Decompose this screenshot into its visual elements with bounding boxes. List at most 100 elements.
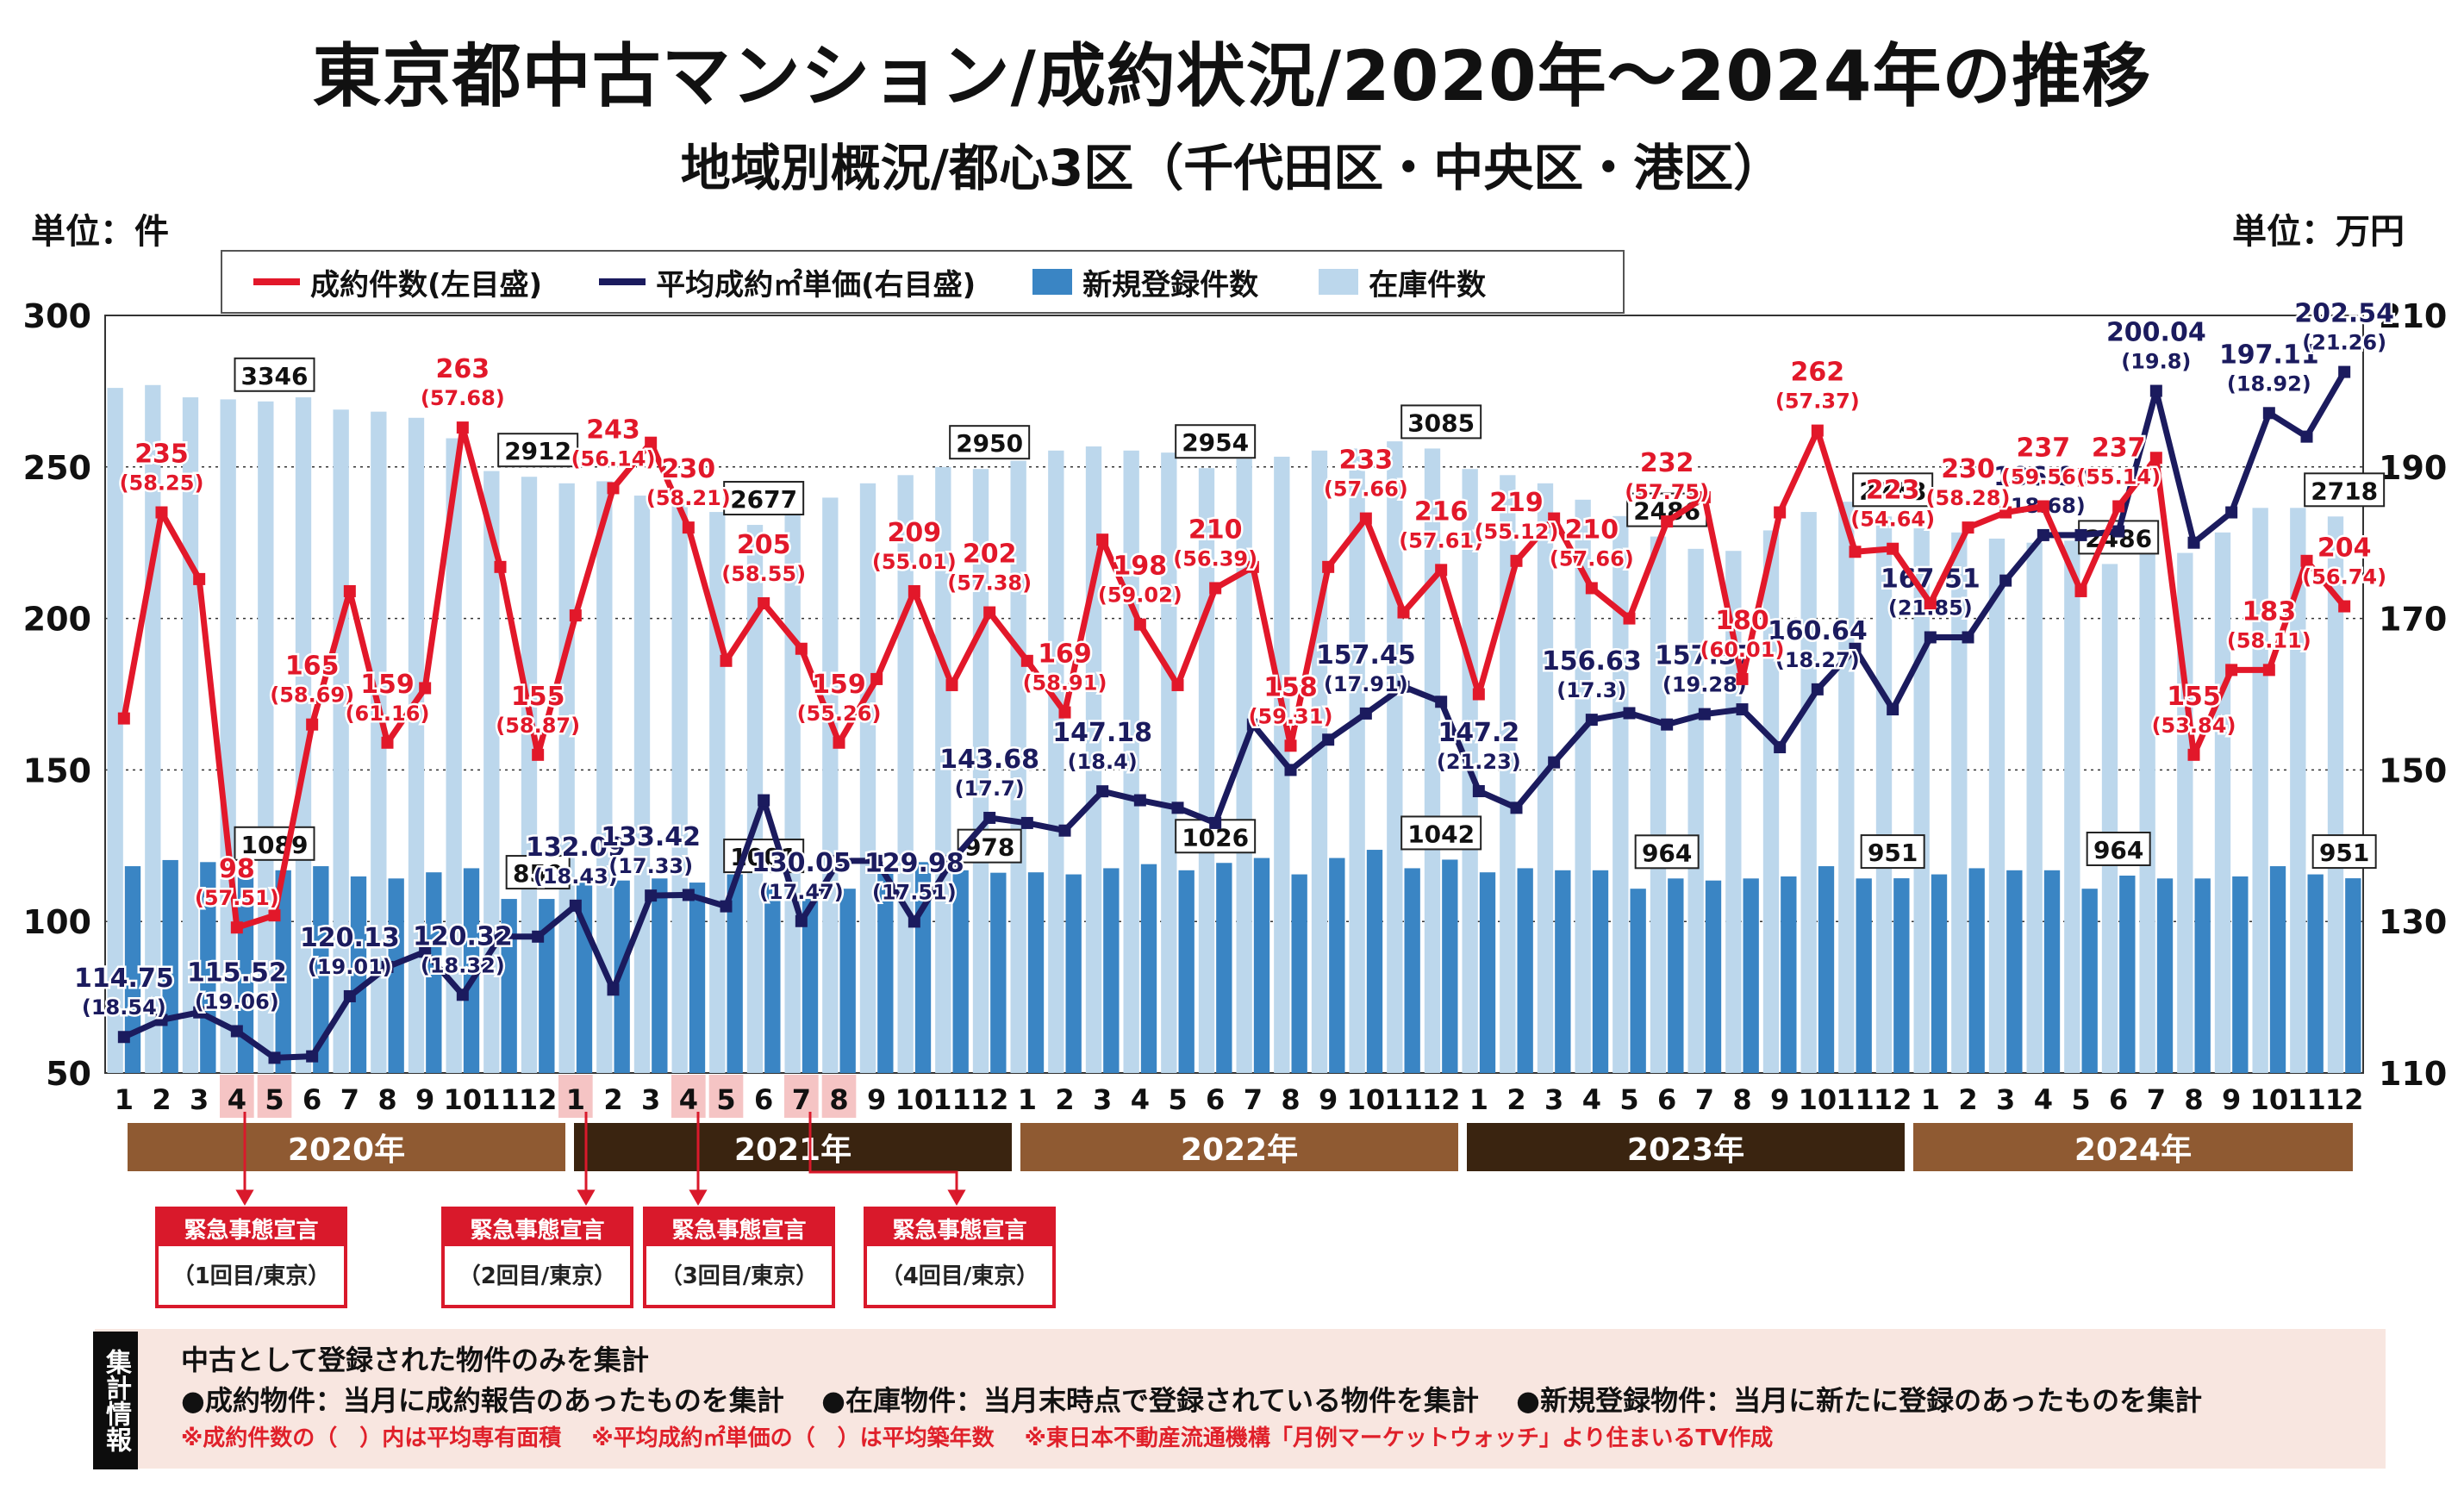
boxed-value-frame	[1400, 815, 1482, 851]
price-value-label: 133.42	[601, 822, 701, 852]
boxed-value-frame	[505, 855, 571, 890]
price-point	[155, 1014, 168, 1026]
price-point	[117, 1031, 130, 1044]
closings-point	[1887, 542, 1899, 555]
closings-point	[1811, 424, 1824, 437]
price-point	[1020, 816, 1033, 829]
price-value-label: 120.32	[413, 921, 513, 951]
closings-point	[1209, 582, 1222, 595]
closings-sub-label: (57.51)	[195, 886, 279, 910]
price-sub-label: (18.32)	[421, 953, 505, 977]
new-listings-bar	[350, 876, 367, 1073]
price-point	[795, 914, 808, 927]
month-tick-label: 9	[415, 1083, 434, 1116]
closings-value-label: 219	[1489, 488, 1544, 518]
inventory-bar	[1988, 538, 2006, 1073]
price-line	[122, 370, 2348, 1061]
new-listings-bar	[388, 878, 404, 1073]
closings-point	[456, 421, 469, 434]
boxed-value-label: 951	[1868, 839, 1918, 867]
boxed-value-label: 2912	[504, 437, 571, 465]
closings-sub-label: (57.66)	[1324, 477, 1408, 502]
price-point	[1209, 816, 1222, 829]
arrow-head-2	[577, 1189, 596, 1207]
emergency-box-2-head: 緊急事態宣言	[445, 1210, 630, 1246]
info-definitions: ●成約物件：当月に成約報告のあったものを集計 ●在庫物件：当月末時点で登録されて…	[181, 1384, 2203, 1417]
closings-point	[2037, 500, 2049, 513]
new-listings-bar	[1893, 878, 1910, 1073]
closings-point	[908, 584, 920, 597]
inventory-bar	[2026, 542, 2043, 1073]
highlight-month-cell	[558, 1075, 593, 1118]
boxed-value-label: 2718	[1859, 477, 1926, 505]
price-value-label: 143.68	[939, 745, 1039, 775]
highlight-month-cell	[220, 1075, 254, 1118]
closings-value-label: 159	[360, 670, 415, 700]
closings-sub-label: (57.68)	[421, 386, 505, 410]
price-point	[569, 899, 582, 912]
closings-point	[1020, 654, 1033, 667]
boxed-value-label: 964	[2093, 836, 2143, 864]
closings-value-label: 180	[1715, 606, 1769, 636]
closings-point	[343, 584, 356, 597]
boxed-value-label: 1042	[1407, 820, 1475, 848]
closings-value-label: 263	[436, 354, 490, 384]
month-tick-label: 2	[1055, 1083, 1074, 1116]
closings-value-label: 155	[511, 682, 565, 712]
right-tick-label: 110	[2379, 1055, 2447, 1093]
legend-new-listings: 新規登録件数	[1032, 261, 1258, 303]
inventory-bar	[1613, 515, 1629, 1073]
boxed-value-frame	[2086, 831, 2151, 866]
left-tick-label: 300	[23, 297, 91, 335]
price-point	[230, 1025, 243, 1038]
new-listings-bar	[2081, 889, 2098, 1073]
price-point	[2262, 407, 2275, 420]
closings-sub-label: (58.69)	[270, 683, 354, 708]
emergency-box-3-head: 緊急事態宣言	[646, 1210, 832, 1246]
new-listings-bar	[463, 868, 480, 1073]
arrow-head-4	[947, 1189, 966, 1207]
new-listings-bar	[1027, 872, 1045, 1073]
new-listings-bar	[1103, 868, 1120, 1073]
price-value-label: 147.2	[1438, 718, 1519, 748]
month-tick-label: 7	[1695, 1083, 1714, 1116]
closings-point	[2074, 584, 2087, 597]
left-tick-label: 200	[23, 601, 91, 639]
month-tick-label: 12	[1874, 1083, 1912, 1116]
new-listings-bar	[652, 878, 668, 1073]
closings-value-label: 159	[812, 670, 866, 700]
closings-value-label: 165	[285, 652, 340, 682]
new-listings-bar	[614, 880, 630, 1073]
closings-value-label: 98	[219, 854, 255, 884]
inventory-bar	[1537, 483, 1554, 1073]
month-tick-label: 12	[519, 1083, 558, 1116]
price-point	[1359, 707, 1372, 720]
price-point	[870, 854, 883, 867]
closings-point	[1397, 606, 1410, 619]
highlight-month-cell	[821, 1075, 857, 1118]
month-tick-label: 8	[2184, 1083, 2203, 1116]
price-point	[1397, 680, 1410, 693]
month-tick-label: 2	[152, 1083, 171, 1116]
closings-point	[2262, 664, 2275, 677]
closings-point	[645, 436, 658, 449]
month-tick-label: 4	[1131, 1083, 1150, 1116]
closings-value-label: 232	[1640, 448, 1694, 478]
closings-point	[833, 736, 845, 749]
closings-sub-label: (54.64)	[1850, 508, 1935, 532]
inventory-bar	[2327, 516, 2344, 1073]
closings-point	[870, 672, 883, 685]
price-point	[908, 915, 920, 928]
month-tick-label: 7	[792, 1083, 811, 1116]
boxed-value-label: 850	[513, 859, 563, 888]
info-note: ※成約件数の（ ）内は平均専有面積 ※平均成約㎡単価の（ ）は平均築年数 ※東日…	[181, 1425, 1774, 1451]
new-listings-bar	[877, 872, 894, 1073]
legend-new-listings-swatch	[1032, 269, 1073, 295]
boxed-value-label: 2677	[730, 485, 797, 514]
price-value-label: 200.04	[2106, 318, 2206, 348]
new-listings-bar	[1555, 870, 1571, 1073]
month-tick-label: 8	[377, 1083, 396, 1116]
inventory-bar	[2252, 508, 2268, 1073]
closings-value-label: 209	[888, 518, 942, 548]
boxed-value-label: 3346	[241, 362, 309, 390]
